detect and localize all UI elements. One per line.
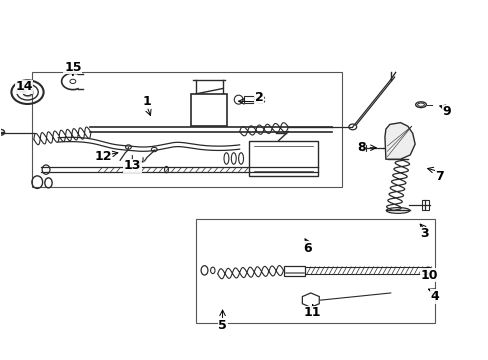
Text: 14: 14 [15,80,33,93]
Bar [249,140,317,176]
Bar [190,94,227,126]
Text: 5: 5 [218,319,226,332]
Text: 3: 3 [420,227,428,240]
Text: 12: 12 [94,150,112,163]
Bar [361,145,366,150]
Polygon shape [32,72,341,187]
Text: 8: 8 [356,141,365,154]
Text: 4: 4 [429,290,438,303]
Text: 6: 6 [303,242,311,255]
Text: 2: 2 [254,91,263,104]
Bar [244,96,254,103]
Text: 9: 9 [442,105,450,118]
Text: 13: 13 [123,159,141,172]
Text: 7: 7 [434,170,443,183]
Text: 11: 11 [304,306,321,319]
Polygon shape [195,220,434,323]
Bar [421,200,428,211]
Text: 1: 1 [142,95,151,108]
Bar [283,266,305,276]
Text: 15: 15 [64,60,81,73]
Text: 10: 10 [420,269,438,282]
Polygon shape [384,123,414,159]
